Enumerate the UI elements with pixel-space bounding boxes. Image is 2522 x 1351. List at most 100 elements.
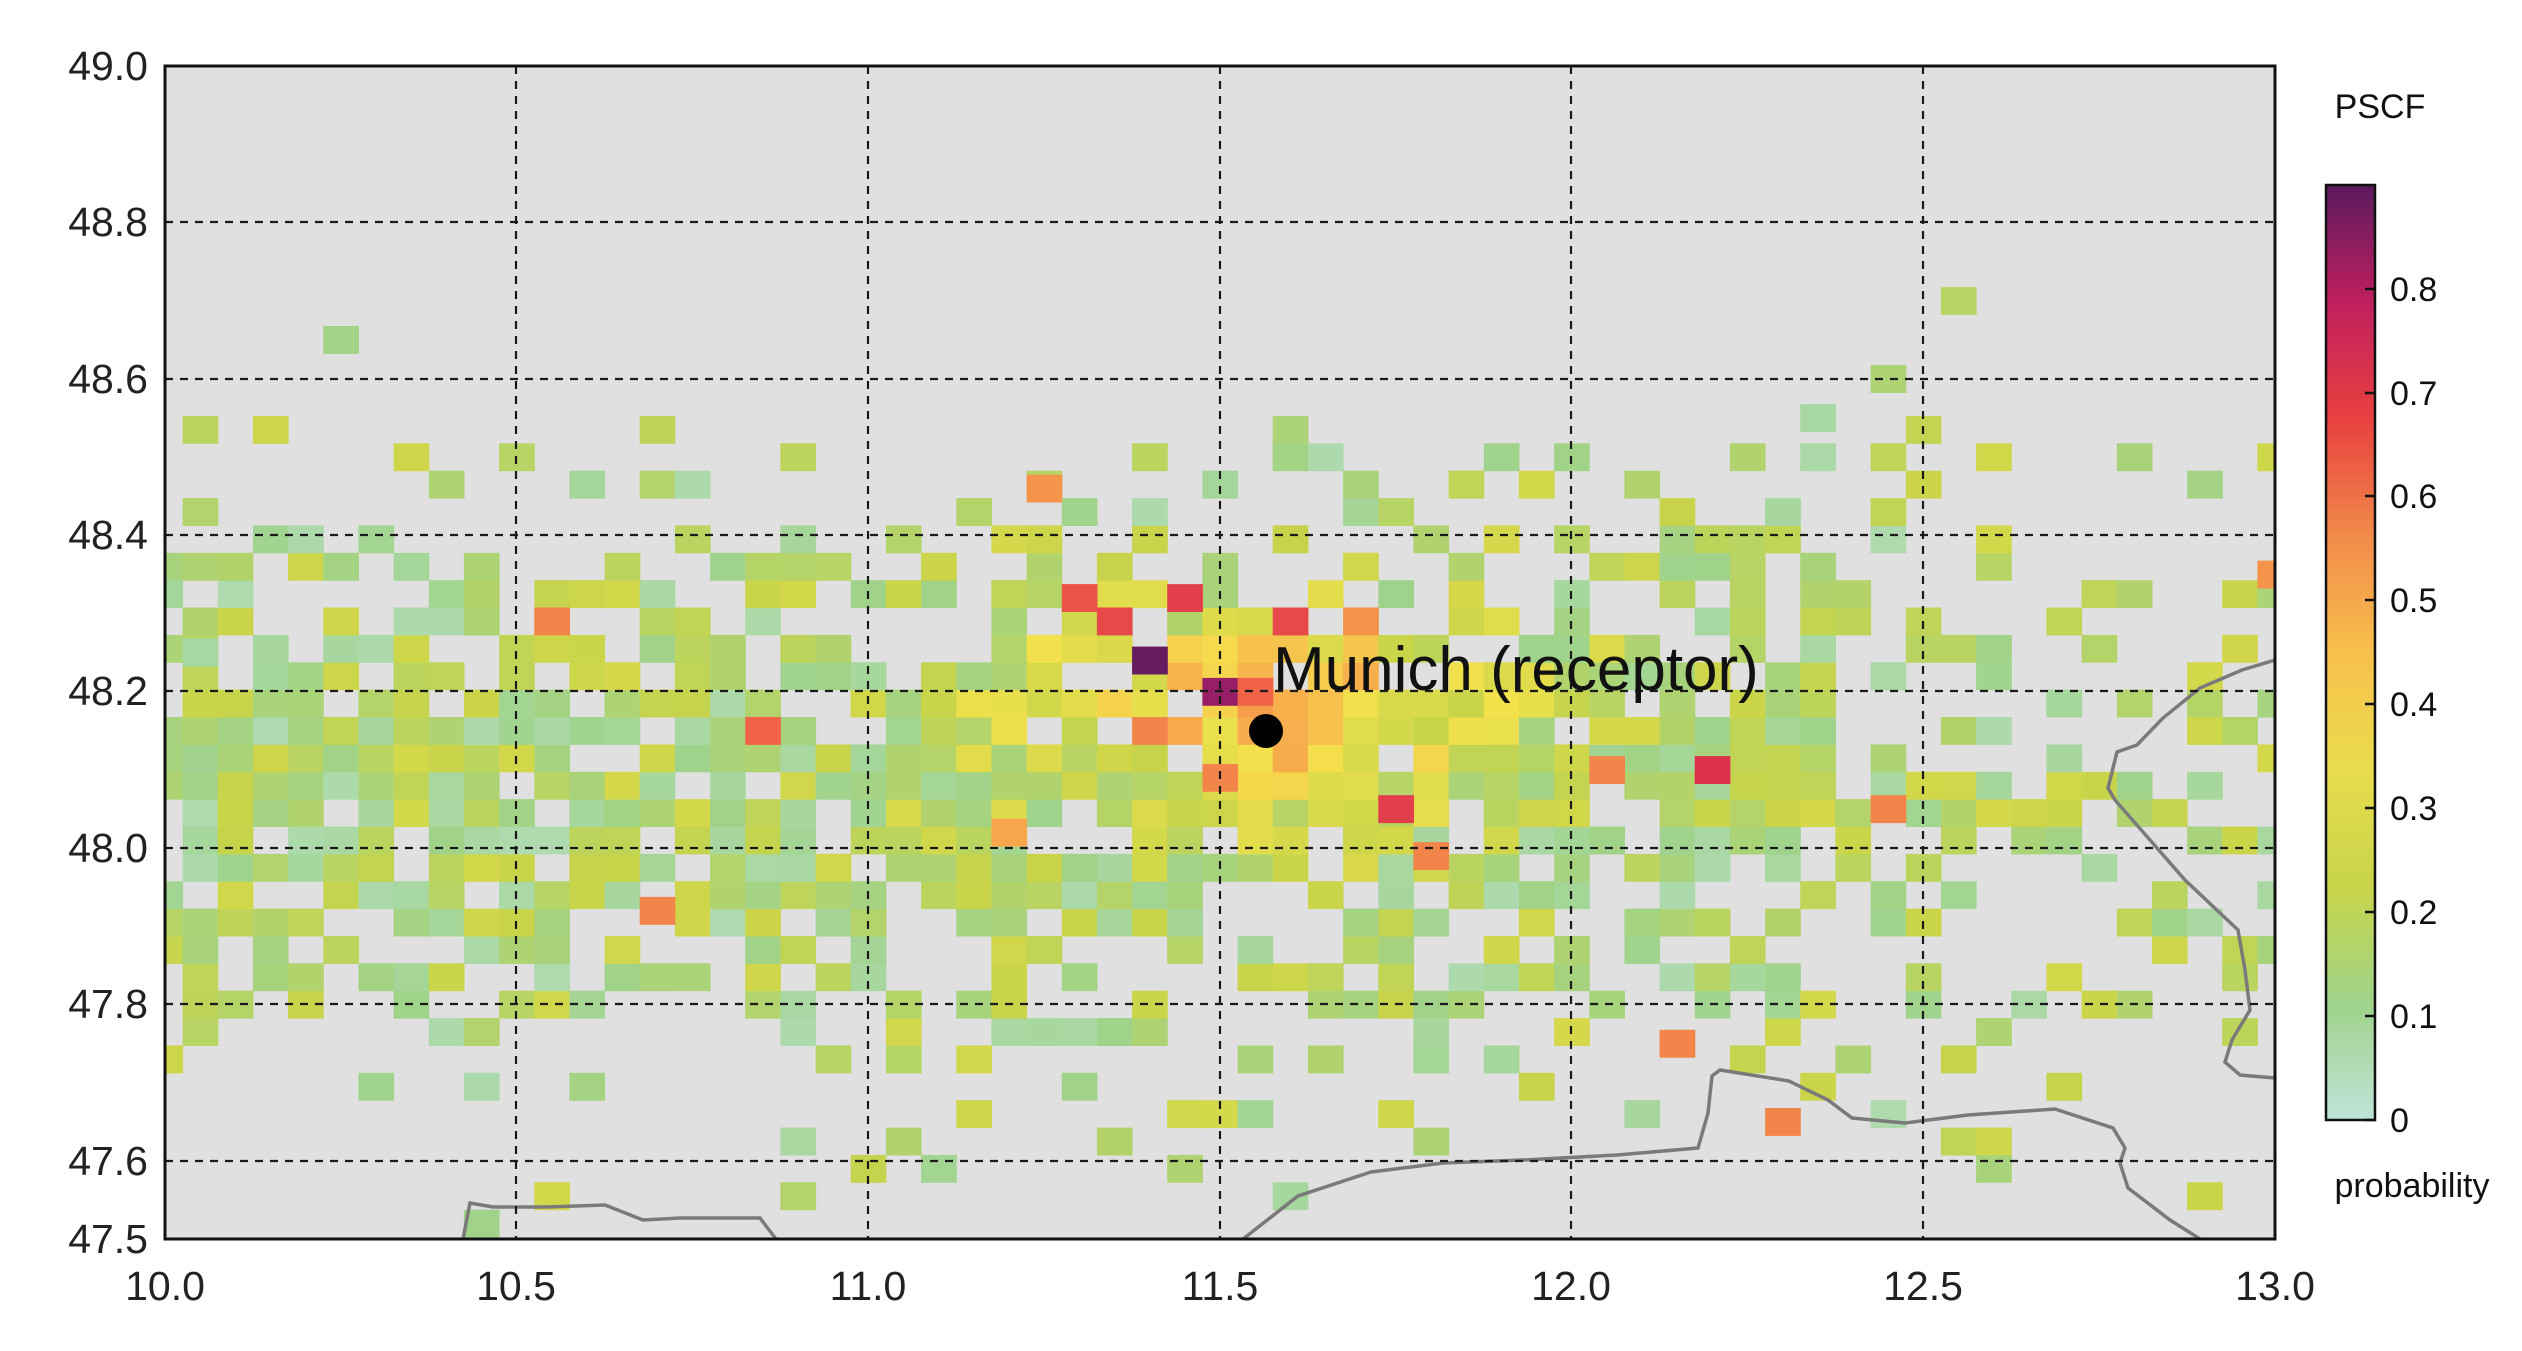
pscf-cell — [463, 936, 500, 964]
pscf-cell — [1976, 443, 2012, 472]
pscf-cell — [1448, 580, 1485, 609]
pscf-cell — [165, 717, 184, 745]
pscf-cell — [604, 717, 641, 745]
pscf-cell — [1272, 771, 1309, 800]
pscf-cell — [674, 826, 711, 855]
pscf-cell — [815, 963, 852, 992]
pscf-cell — [217, 552, 254, 581]
pscf-cell — [780, 881, 817, 910]
pscf-cell — [217, 853, 254, 882]
pscf-cell — [780, 662, 817, 691]
pscf-cell — [1694, 552, 1731, 581]
pscf-cell — [1589, 552, 1625, 581]
pscf-cell — [569, 580, 606, 609]
pscf-cell — [1307, 580, 1344, 609]
pscf-cell — [1378, 689, 1414, 718]
pscf-cell — [1870, 498, 1907, 526]
pscf-cell — [780, 744, 817, 773]
pscf-cell — [1272, 853, 1309, 882]
pscf-cell — [604, 662, 641, 691]
pscf-cell — [956, 1045, 992, 1074]
pscf-cell — [921, 552, 957, 581]
pscf-cell — [1729, 936, 1766, 964]
pscf-cell — [569, 799, 606, 827]
pscf-cell — [1307, 799, 1344, 827]
pscf-cell — [463, 826, 500, 855]
pscf-cell — [393, 963, 430, 992]
pscf-cell — [1272, 799, 1309, 827]
pscf-cell — [1694, 607, 1731, 636]
pscf-cell — [2116, 771, 2153, 800]
pscf-cell — [1272, 1182, 1309, 1211]
pscf-cell — [1096, 881, 1133, 910]
pscf-cell — [1167, 607, 1203, 636]
pscf-cell — [569, 771, 606, 800]
pscf-cell — [2151, 881, 2188, 910]
pscf-cell — [885, 1127, 922, 1156]
pscf-cell — [393, 881, 430, 910]
colorbar-tick-label: 0.2 — [2390, 894, 2437, 932]
pscf-cell — [1272, 415, 1309, 444]
pscf-cell — [1483, 963, 1520, 992]
pscf-cell — [1237, 634, 1274, 663]
pscf-cell — [2222, 963, 2258, 992]
pscf-cell — [1659, 799, 1696, 827]
pscf-cell — [428, 908, 465, 937]
y-axis: 47.5 47.6 47.8 48.0 48.2 48.4 48.6 48.8 … — [68, 43, 148, 1262]
pscf-cell — [1800, 662, 1836, 691]
pscf-cell — [463, 689, 500, 718]
pscf-cell — [1518, 771, 1555, 800]
pscf-cell — [1096, 799, 1133, 827]
pscf-cell — [252, 689, 289, 718]
pscf-cell — [885, 717, 922, 745]
pscf-cell — [639, 896, 676, 925]
pscf-cell — [991, 662, 1028, 691]
pscf-cell — [2046, 771, 2083, 800]
pscf-cell — [1343, 552, 1379, 581]
pscf-cell — [463, 580, 500, 609]
pscf-cell — [1061, 744, 1098, 773]
pscf-cell — [288, 963, 324, 992]
pscf-cell — [1413, 842, 1450, 870]
pscf-cell — [182, 908, 219, 937]
pscf-cell — [956, 717, 992, 745]
pscf-cell — [1413, 799, 1450, 827]
pscf-cell — [745, 881, 781, 910]
pscf-cell — [1694, 799, 1731, 827]
pscf-cell — [956, 853, 992, 882]
pscf-cell — [288, 799, 324, 827]
pscf-cell — [604, 552, 641, 581]
pscf-cell — [1800, 607, 1836, 636]
y-tick-label: 48.6 — [68, 356, 148, 402]
pscf-cell — [1483, 607, 1520, 636]
pscf-cell — [780, 552, 817, 581]
pscf-cell — [1483, 771, 1520, 800]
pscf-cell — [1096, 634, 1133, 663]
pscf-cell — [639, 771, 676, 800]
pscf-cell — [1096, 744, 1133, 773]
pscf-cell — [358, 717, 395, 745]
pscf-cell — [1483, 881, 1520, 910]
pscf-cell — [1518, 470, 1555, 499]
pscf-cell — [2187, 908, 2223, 937]
pscf-cell — [323, 853, 359, 882]
pscf-cell — [1835, 580, 1872, 609]
pscf-cell — [165, 908, 184, 937]
colorbar-tick-label: 0 — [2390, 1102, 2409, 1140]
pscf-cell — [1132, 717, 1168, 745]
pscf-cell — [1659, 580, 1696, 609]
pscf-cell — [1518, 689, 1555, 718]
receptor-marker — [1249, 714, 1283, 748]
pscf-cell — [217, 908, 254, 937]
pscf-cell — [288, 525, 324, 554]
pscf-cell — [1237, 826, 1274, 855]
gridlines — [165, 66, 2275, 1239]
pscf-cell — [1272, 607, 1309, 636]
pscf-cell — [1096, 580, 1133, 609]
x-tick-label: 11.5 — [1182, 1263, 1259, 1309]
pscf-cell — [217, 990, 254, 1019]
x-tick-label: 12.5 — [1883, 1263, 1963, 1309]
pscf-cell — [674, 689, 711, 718]
pscf-cell — [1448, 470, 1485, 499]
pscf-cell — [1448, 963, 1485, 992]
